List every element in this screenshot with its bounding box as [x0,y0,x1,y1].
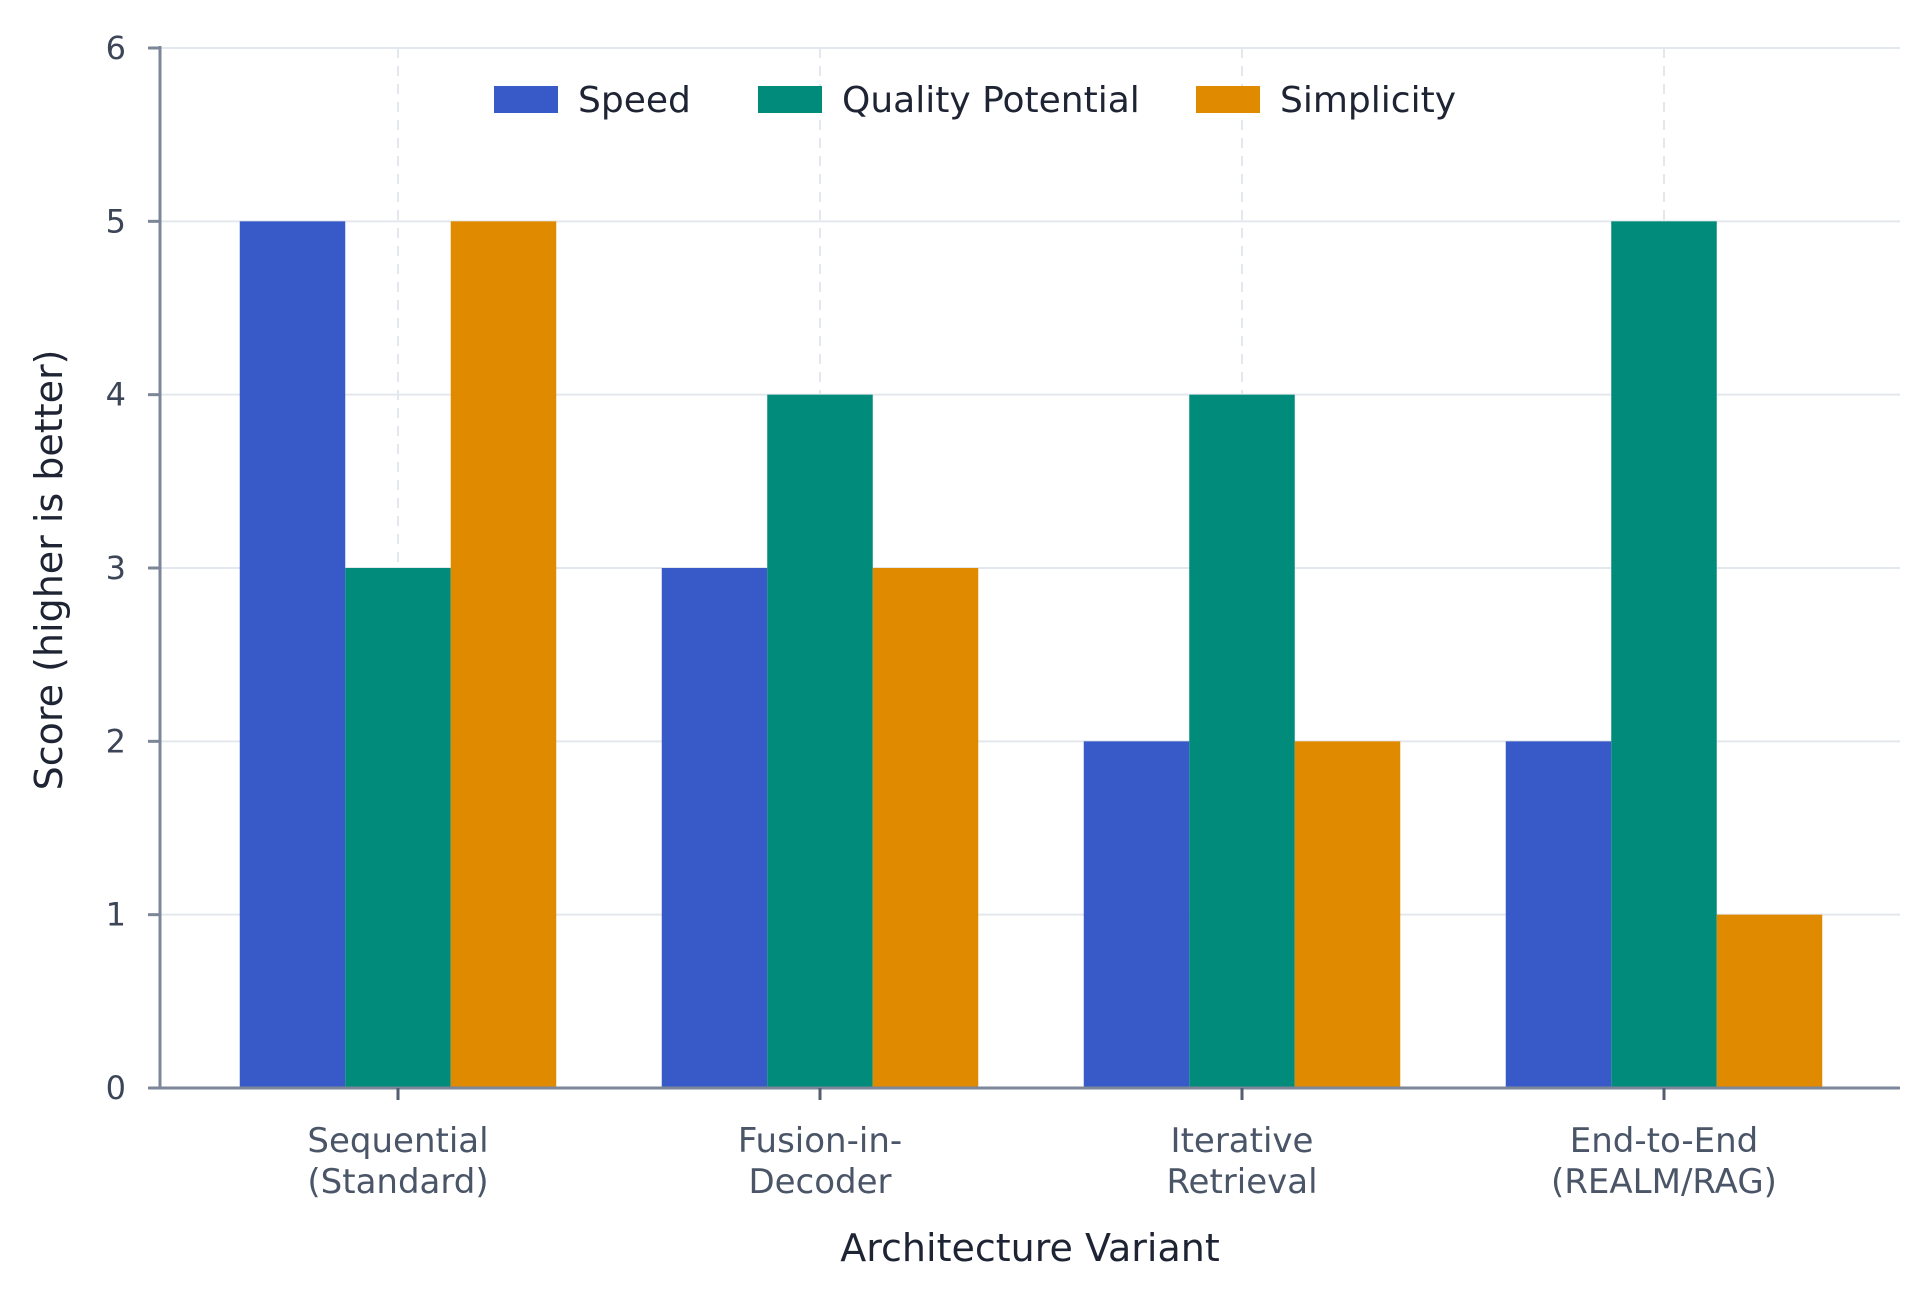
x-tick-label: Fusion-in- [738,1121,902,1161]
legend-swatch-quality-potential [758,86,822,113]
x-tick-label: Iterative [1171,1121,1314,1161]
y-tick-label: 3 [106,549,126,587]
x-tick-label: Retrieval [1166,1162,1317,1202]
bar-speed-2 [1083,741,1190,1088]
bar-speed-1 [661,568,768,1088]
y-tick-label: 6 [106,29,126,67]
bar-speed-3 [1505,741,1612,1088]
legend: Speed Quality Potential Simplicity [494,80,1456,121]
x-tick-label: Decoder [748,1162,891,1202]
axes [148,46,1900,1100]
bar-simplicity-2 [1294,741,1401,1088]
legend-label-speed: Speed [578,80,691,121]
y-tick-label: 5 [106,202,126,240]
x-tick-label: End-to-End [1570,1121,1759,1161]
bar-quality-potential-2 [1189,394,1295,1089]
x-tick-labels: Sequential(Standard) Fusion-in-Decoder Ite… [307,1121,1777,1202]
x-tick-label: Sequential [307,1121,488,1161]
bar-simplicity-3 [1716,914,1823,1088]
y-tick-label: 4 [106,376,126,414]
bar-speed-0 [239,221,346,1089]
y-tick-label: 1 [106,896,126,934]
legend-label-quality-potential: Quality Potential [842,80,1140,121]
x-tick-label: (REALM/RAG) [1551,1162,1777,1202]
bar-quality-potential-1 [767,394,873,1089]
legend-swatch-simplicity [1196,86,1260,113]
x-tick-label: (Standard) [307,1162,488,1202]
bars-group [239,221,1823,1089]
legend-swatch-speed [494,86,558,113]
y-axis-title: Score (higher is better) [27,350,71,791]
legend-label-simplicity: Simplicity [1280,80,1456,121]
y-tick-label: 2 [106,722,126,760]
y-tick-labels: 0 1 2 3 4 5 6 [106,29,126,1107]
bar-quality-potential-0 [345,568,451,1088]
bar-quality-potential-3 [1611,221,1717,1089]
y-tick-label: 0 [106,1069,126,1107]
x-axis-title: Architecture Variant [840,1226,1220,1270]
bar-simplicity-1 [872,568,979,1088]
bar-simplicity-0 [450,221,557,1089]
